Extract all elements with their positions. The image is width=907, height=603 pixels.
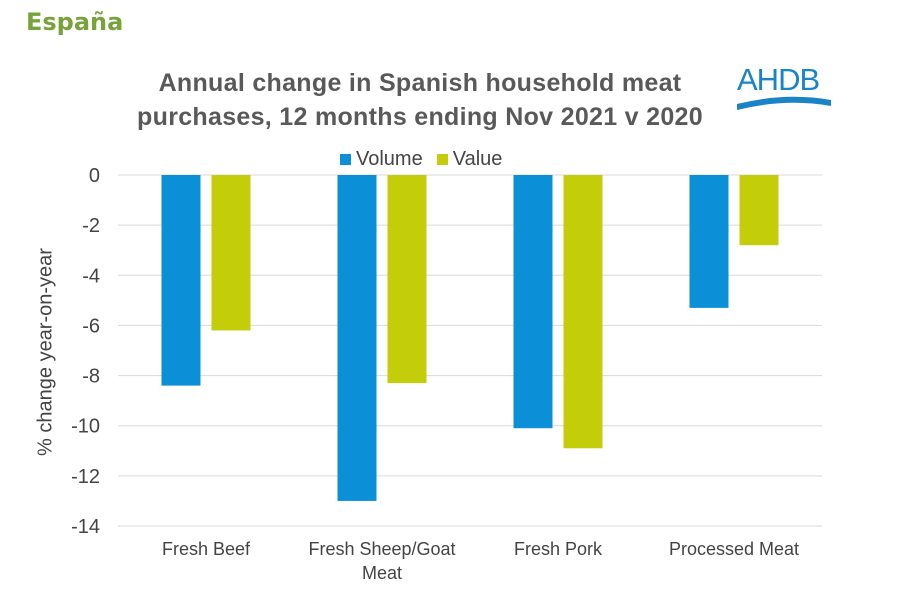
- bar-value-3: [739, 175, 779, 246]
- y-tick-label: 0: [89, 165, 100, 187]
- x-tick-label: Fresh Pork: [514, 539, 603, 559]
- bar-value-1: [387, 175, 427, 384]
- x-tick-label: Fresh Sheep/Goat: [308, 539, 455, 559]
- x-tick-label: Meat: [362, 563, 402, 583]
- y-tick-label: -6: [82, 315, 100, 337]
- legend-item-value: Value: [436, 148, 503, 171]
- chart-title: Annual change in Spanish household meat …: [60, 66, 780, 134]
- y-tick-label: -12: [71, 466, 100, 488]
- bar-volume-3: [689, 175, 729, 308]
- y-tick-label: -10: [71, 416, 100, 438]
- chart-title-line-2: purchases, 12 months ending Nov 2021 v 2…: [137, 103, 703, 131]
- legend-label-volume: Volume: [356, 148, 423, 170]
- legend-item-volume: Volume: [340, 148, 423, 171]
- bar-value-0: [211, 175, 251, 331]
- logo-swoosh: [737, 96, 831, 110]
- legend-swatch-value: [436, 154, 448, 165]
- x-tick-label: Processed Meat: [669, 539, 799, 559]
- bar-volume-0: [161, 175, 201, 386]
- ahdb-logo: AHDB: [735, 62, 835, 114]
- y-tick-label: -8: [82, 366, 100, 388]
- y-tick-label: -14: [71, 516, 100, 538]
- legend-swatch-volume: [340, 154, 351, 165]
- page-heading: España: [26, 8, 124, 36]
- logo-text: AHDB: [737, 62, 820, 97]
- bar-volume-1: [337, 175, 377, 501]
- bar-volume-2: [513, 175, 553, 429]
- legend-label-value: Value: [452, 148, 503, 170]
- chart-title-line-1: Annual change in Spanish household meat: [158, 69, 682, 97]
- x-tick-label: Fresh Beef: [162, 539, 251, 559]
- y-tick-label: -2: [82, 215, 100, 237]
- bar-value-2: [563, 175, 603, 449]
- chart-legend: Volume Value: [340, 148, 516, 171]
- y-tick-label: -4: [82, 265, 100, 287]
